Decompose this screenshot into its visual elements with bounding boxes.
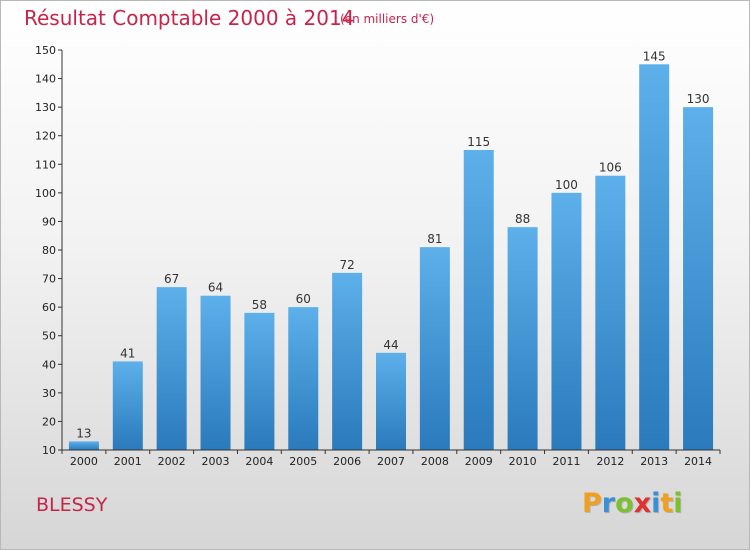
logo-letter: i bbox=[651, 488, 661, 519]
data-label-2008: 81 bbox=[427, 232, 442, 246]
x-tick-label-2005: 2005 bbox=[289, 455, 317, 468]
data-label-2006: 72 bbox=[339, 258, 354, 272]
bar-2014 bbox=[683, 107, 714, 451]
x-tick-label-2007: 2007 bbox=[377, 455, 405, 468]
x-tick-label-2006: 2006 bbox=[333, 455, 361, 468]
y-tick-label: 150 bbox=[35, 44, 56, 57]
logo-letter: P bbox=[582, 488, 602, 519]
data-labels-group: 13 41 67 64 58 60 72 44 81 115 88 100 106 145 130 bbox=[76, 49, 709, 440]
logo-letter: o bbox=[615, 488, 634, 519]
bar-2012 bbox=[595, 175, 626, 450]
data-label-2000: 13 bbox=[76, 426, 91, 440]
logo-letter: x bbox=[633, 488, 652, 519]
bars-group bbox=[68, 64, 714, 451]
y-tick-label: 140 bbox=[35, 73, 56, 86]
y-tick-label: 110 bbox=[35, 158, 56, 171]
y-tick-label: 70 bbox=[42, 273, 56, 286]
data-label-2003: 64 bbox=[208, 281, 223, 295]
logo-letter: t bbox=[660, 488, 674, 519]
x-tick-label-2013: 2013 bbox=[640, 455, 668, 468]
bar-2003 bbox=[200, 295, 231, 450]
y-tick-label: 20 bbox=[42, 415, 56, 428]
data-label-2011: 100 bbox=[555, 178, 578, 192]
y-tick-label: 80 bbox=[42, 244, 56, 257]
bar-2001 bbox=[112, 361, 143, 450]
x-tick-label-2008: 2008 bbox=[421, 455, 449, 468]
x-tick-label-2001: 2001 bbox=[114, 455, 142, 468]
data-label-2010: 88 bbox=[515, 212, 530, 226]
x-tick-label-2003: 2003 bbox=[202, 455, 230, 468]
proxiti-logo: Proxiti bbox=[582, 488, 683, 519]
data-label-2007: 44 bbox=[383, 338, 398, 352]
bar-2002 bbox=[156, 287, 187, 450]
data-label-2002: 67 bbox=[164, 272, 179, 286]
x-tick-label-2010: 2010 bbox=[509, 455, 537, 468]
y-tick-label: 50 bbox=[42, 330, 56, 343]
data-label-2012: 106 bbox=[599, 161, 622, 175]
y-tick-label: 60 bbox=[42, 301, 56, 314]
logo-letter: r bbox=[601, 488, 616, 519]
bar-2011 bbox=[551, 192, 582, 450]
x-tick-label-2000: 2000 bbox=[70, 455, 98, 468]
y-tick-label: 130 bbox=[35, 101, 56, 114]
data-label-2005: 60 bbox=[296, 292, 311, 306]
x-tick-label-2004: 2004 bbox=[245, 455, 273, 468]
bar-2009 bbox=[463, 150, 494, 450]
x-tick-label-2012: 2012 bbox=[596, 455, 624, 468]
y-tick-label: 100 bbox=[35, 187, 56, 200]
axes-group: 10 20 30 40 50 60 70 80 90 100 110 120 130 140 150 2000… bbox=[35, 44, 721, 468]
bar-2000 bbox=[68, 441, 99, 450]
data-label-2013: 145 bbox=[643, 49, 666, 63]
bar-2004 bbox=[244, 312, 275, 450]
x-tick-label-2002: 2002 bbox=[158, 455, 186, 468]
data-label-2014: 130 bbox=[687, 92, 710, 106]
y-tick-label: 120 bbox=[35, 130, 56, 143]
y-tick-label: 10 bbox=[42, 444, 56, 457]
y-tick-label: 90 bbox=[42, 215, 56, 228]
commune-name: BLESSY bbox=[36, 494, 108, 516]
bar-2013 bbox=[639, 64, 670, 451]
y-tick-label: 30 bbox=[42, 387, 56, 400]
bar-2006 bbox=[332, 272, 363, 450]
data-label-2001: 41 bbox=[120, 346, 135, 360]
y-tick-label: 40 bbox=[42, 358, 56, 371]
bar-2005 bbox=[288, 307, 319, 450]
bar-2008 bbox=[419, 247, 450, 450]
chart-title: Résultat Comptable 2000 à 2014 bbox=[24, 6, 355, 30]
x-tick-label-2014: 2014 bbox=[684, 455, 712, 468]
chart-subtitle: (en milliers d'€) bbox=[340, 12, 435, 26]
x-tick-label-2011: 2011 bbox=[552, 455, 580, 468]
data-label-2009: 115 bbox=[467, 135, 490, 149]
data-label-2004: 58 bbox=[252, 298, 267, 312]
logo-letter: i bbox=[673, 488, 683, 519]
bar-2010 bbox=[507, 227, 538, 450]
bar-2007 bbox=[376, 352, 406, 450]
x-tick-label-2009: 2009 bbox=[465, 455, 493, 468]
